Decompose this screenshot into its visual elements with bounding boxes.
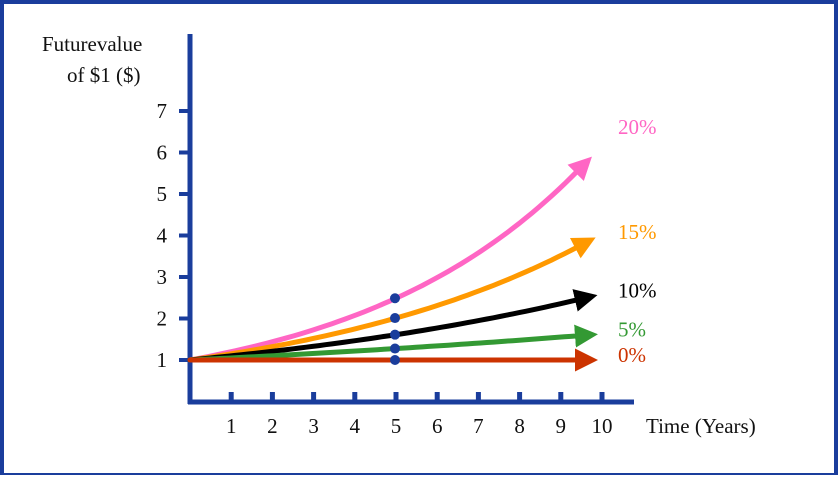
y-axis-label-line1: Futurevalue [42, 32, 142, 56]
data-point-year5-10pct [390, 329, 400, 340]
markers [390, 293, 400, 365]
series-label-0pct: 0% [618, 343, 646, 367]
ticks: 1 2 3 4 5 6 7 8 9 10 1 2 3 4 5 6 7 [157, 99, 613, 438]
data-point-year5-0pct [390, 355, 400, 365]
y-axis-label-line2: of $1 ($) [67, 63, 140, 87]
series-label-15pct: 15% [618, 220, 657, 244]
y-tick-label: 6 [157, 141, 168, 165]
x-tick-label: 8 [514, 414, 525, 438]
y-tick-label: 3 [157, 265, 168, 289]
series-label-5pct: 5% [618, 317, 646, 341]
y-tick-label: 2 [157, 307, 168, 331]
y-tick-label: 4 [157, 224, 168, 248]
x-tick-label: 7 [473, 414, 484, 438]
series-group: 20% 15% 10% 5%0% [187, 115, 657, 372]
y-tick-label: 5 [157, 182, 168, 206]
series-line-5pct [187, 324, 598, 363]
series-line-10pct [187, 289, 598, 363]
chart: Futurevalue of $1 ($) Time (Years) 1 2 3 4 5… [42, 32, 756, 438]
x-tick-label: 5 [391, 414, 402, 438]
x-tick-label: 3 [308, 414, 319, 438]
x-axis-label: Time (Years) [646, 414, 756, 438]
x-tick-label: 1 [226, 414, 237, 438]
x-tick-label: 9 [556, 414, 567, 438]
series-line-20pct [187, 156, 592, 363]
data-point-year5-15pct [390, 313, 400, 324]
y-tick-label: 7 [157, 99, 168, 123]
y-tick-label: 1 [157, 348, 168, 372]
series-label-10pct: 10% [618, 278, 657, 302]
x-tick-label: 6 [432, 414, 443, 438]
series-line-15pct [187, 237, 596, 363]
data-point-year5-20pct [390, 293, 400, 304]
x-tick-label: 4 [350, 414, 361, 438]
series-label-20pct: 20% [618, 115, 657, 139]
data-point-year5-5pct [390, 343, 400, 354]
x-tick-label: 10 [592, 414, 613, 438]
x-tick-label: 2 [267, 414, 278, 438]
